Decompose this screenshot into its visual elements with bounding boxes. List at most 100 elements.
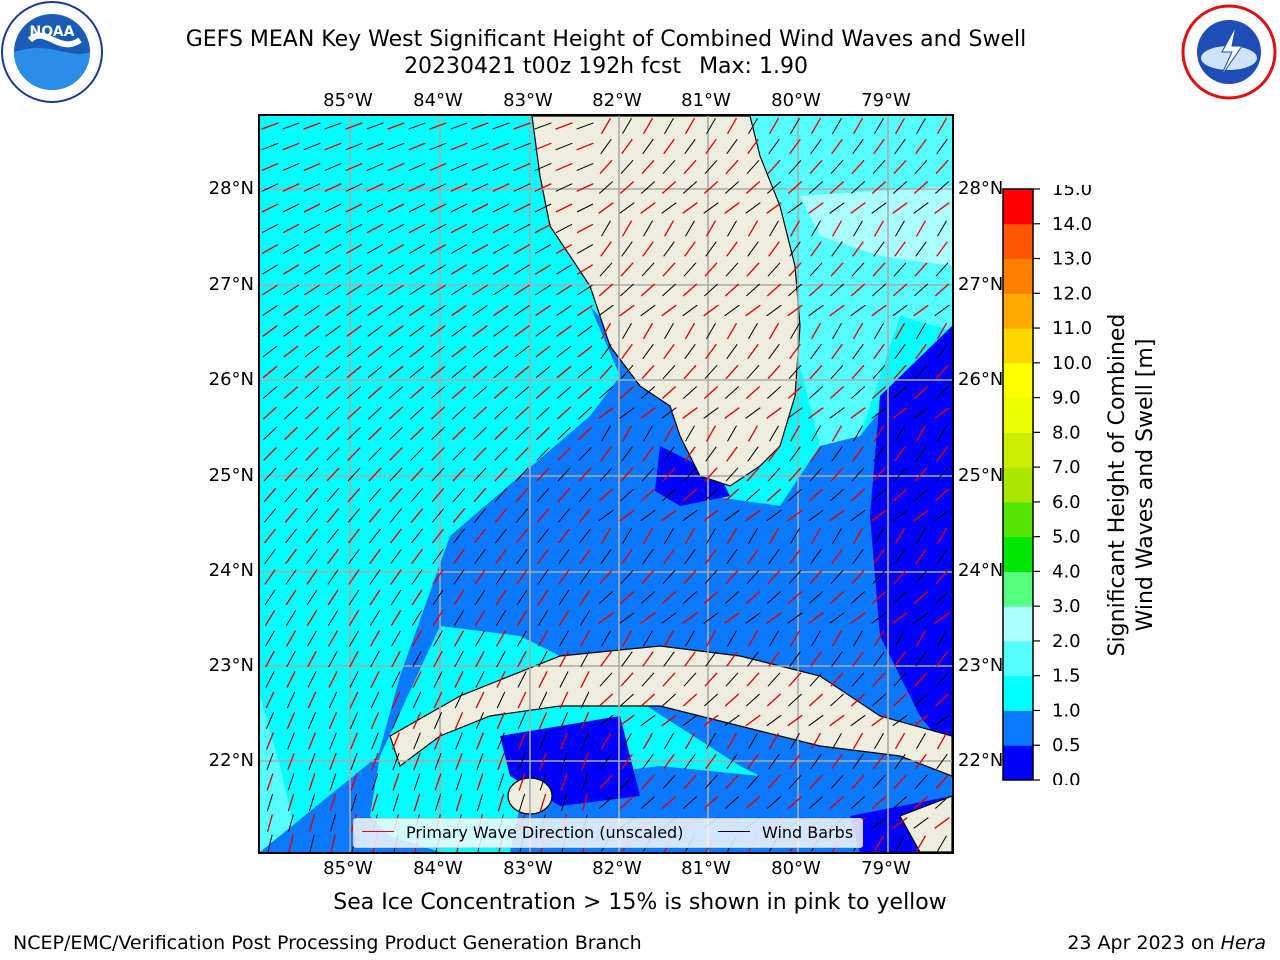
wind-barb	[872, 159, 886, 175]
wave-arrow	[871, 304, 887, 317]
wave-arrow	[850, 488, 866, 502]
wave-arrow	[454, 711, 464, 730]
wave-arrow	[873, 343, 885, 360]
wind-barb	[642, 753, 654, 770]
wind-barb	[809, 672, 823, 687]
wind-barb	[894, 343, 906, 360]
wind-barb	[914, 364, 928, 380]
wind-barb	[893, 262, 907, 277]
wave-arrow	[661, 304, 677, 317]
wave-arrow	[430, 406, 446, 420]
wave-arrow	[936, 322, 948, 340]
wave-arrow	[328, 671, 338, 688]
wave-arrow	[409, 386, 425, 399]
wind-barb	[790, 732, 800, 750]
wind-barb	[557, 426, 571, 441]
wave-arrow	[598, 407, 614, 419]
wave-arrow	[934, 817, 950, 829]
wave-arrow	[496, 671, 506, 688]
colorbar-tick-label: 13.0	[1052, 249, 1092, 270]
wave-arrow	[537, 630, 549, 647]
wind-barb	[514, 386, 530, 399]
wind-barb	[517, 630, 527, 647]
wave-arrow	[535, 345, 551, 358]
colorbar-frame	[1002, 188, 1034, 781]
wind-barb	[307, 712, 317, 729]
wind-barb	[367, 284, 383, 296]
wind-barb	[578, 447, 592, 461]
wind-barb	[324, 162, 342, 172]
wind-barb	[662, 569, 676, 585]
wave-arrow	[935, 569, 949, 585]
wave-arrow	[831, 220, 843, 237]
wave-arrow	[282, 142, 300, 151]
wind-barb	[518, 793, 526, 812]
wave-arrow	[577, 345, 593, 358]
wave-arrow	[412, 711, 422, 730]
wave-arrow	[724, 283, 740, 297]
wind-barb	[451, 365, 467, 379]
wind-barb	[789, 651, 801, 667]
wave-arrow	[454, 671, 464, 688]
wind-barb	[852, 138, 864, 155]
wind-barb	[387, 183, 405, 192]
wind-barb	[706, 732, 716, 750]
wave-arrow	[852, 732, 864, 750]
wave-arrow	[747, 630, 759, 647]
wave-arrow	[455, 793, 463, 812]
wind-barb	[493, 284, 509, 296]
wind-barb	[366, 162, 384, 172]
wind-barb	[514, 305, 530, 316]
wind-barb	[748, 322, 758, 340]
wind-barb	[748, 527, 758, 545]
wave-arrow	[642, 241, 654, 257]
wave-arrow	[409, 345, 425, 358]
wind-barb	[262, 386, 278, 399]
wave-arrow	[493, 345, 509, 358]
wave-arrow	[514, 406, 530, 420]
colorbar-band	[1003, 606, 1033, 642]
wind-barb	[766, 796, 782, 809]
wind-barb	[685, 630, 695, 647]
wind-barb	[555, 142, 573, 151]
wind-barb	[537, 610, 549, 626]
wave-arrow	[682, 612, 698, 624]
wind-barb	[787, 407, 803, 419]
wave-arrow	[534, 223, 552, 234]
wind-barb	[703, 612, 719, 624]
wind-barb	[261, 223, 279, 234]
lat-tick-label: 28°N	[958, 178, 1003, 199]
wind-barb	[513, 183, 531, 192]
wave-arrow	[682, 407, 698, 419]
wind-barb	[450, 122, 468, 130]
wind-barb	[389, 426, 403, 441]
wave-arrow	[619, 385, 635, 400]
wind-barb	[642, 343, 654, 360]
wave-arrow	[452, 426, 466, 441]
wind-barb	[808, 796, 824, 809]
wave-arrow	[642, 527, 654, 545]
lat-ticks-left: 28°N 27°N 26°N 25°N 24°N 23°N 22°N	[209, 178, 254, 771]
wind-barb	[892, 304, 908, 317]
wave-arrow	[829, 590, 845, 605]
wind-barb	[913, 612, 929, 624]
wind-barb	[411, 528, 423, 544]
wind-barb	[497, 773, 505, 791]
wave-arrow	[390, 569, 402, 585]
wind-barb	[662, 774, 676, 790]
lon-tick-label: 82°W	[592, 858, 642, 879]
wind-barb	[513, 223, 531, 234]
wave-arrow	[450, 264, 468, 275]
wind-barb	[494, 447, 508, 461]
wave-arrow	[518, 773, 526, 791]
wind-barb	[430, 345, 446, 358]
wave-arrow	[705, 425, 717, 442]
wave-arrow	[513, 162, 531, 172]
wave-arrow	[831, 548, 843, 565]
wind-barb	[830, 774, 844, 790]
wave-arrow	[662, 467, 676, 482]
wind-barb	[432, 548, 444, 565]
wave-arrow	[851, 364, 865, 380]
wind-barb	[598, 714, 614, 727]
